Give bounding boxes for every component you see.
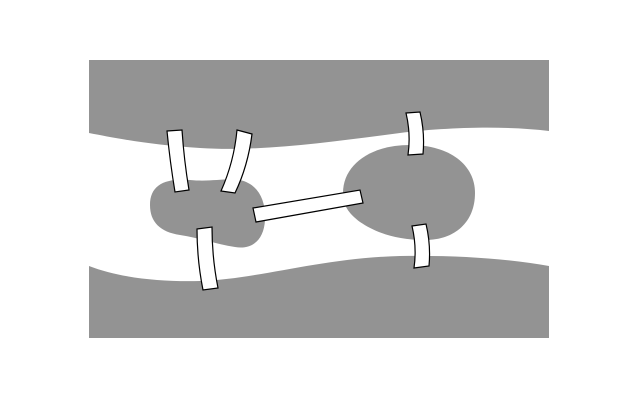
east-island: [343, 145, 475, 240]
bridge: [220, 129, 253, 194]
bridge: [196, 226, 219, 291]
north-bank: [89, 60, 549, 149]
bridge: [252, 189, 364, 223]
south-bank: [89, 255, 549, 338]
bridge: [405, 111, 425, 156]
bridge: [411, 223, 431, 269]
west-island: [150, 179, 266, 248]
bridge: [166, 129, 190, 193]
